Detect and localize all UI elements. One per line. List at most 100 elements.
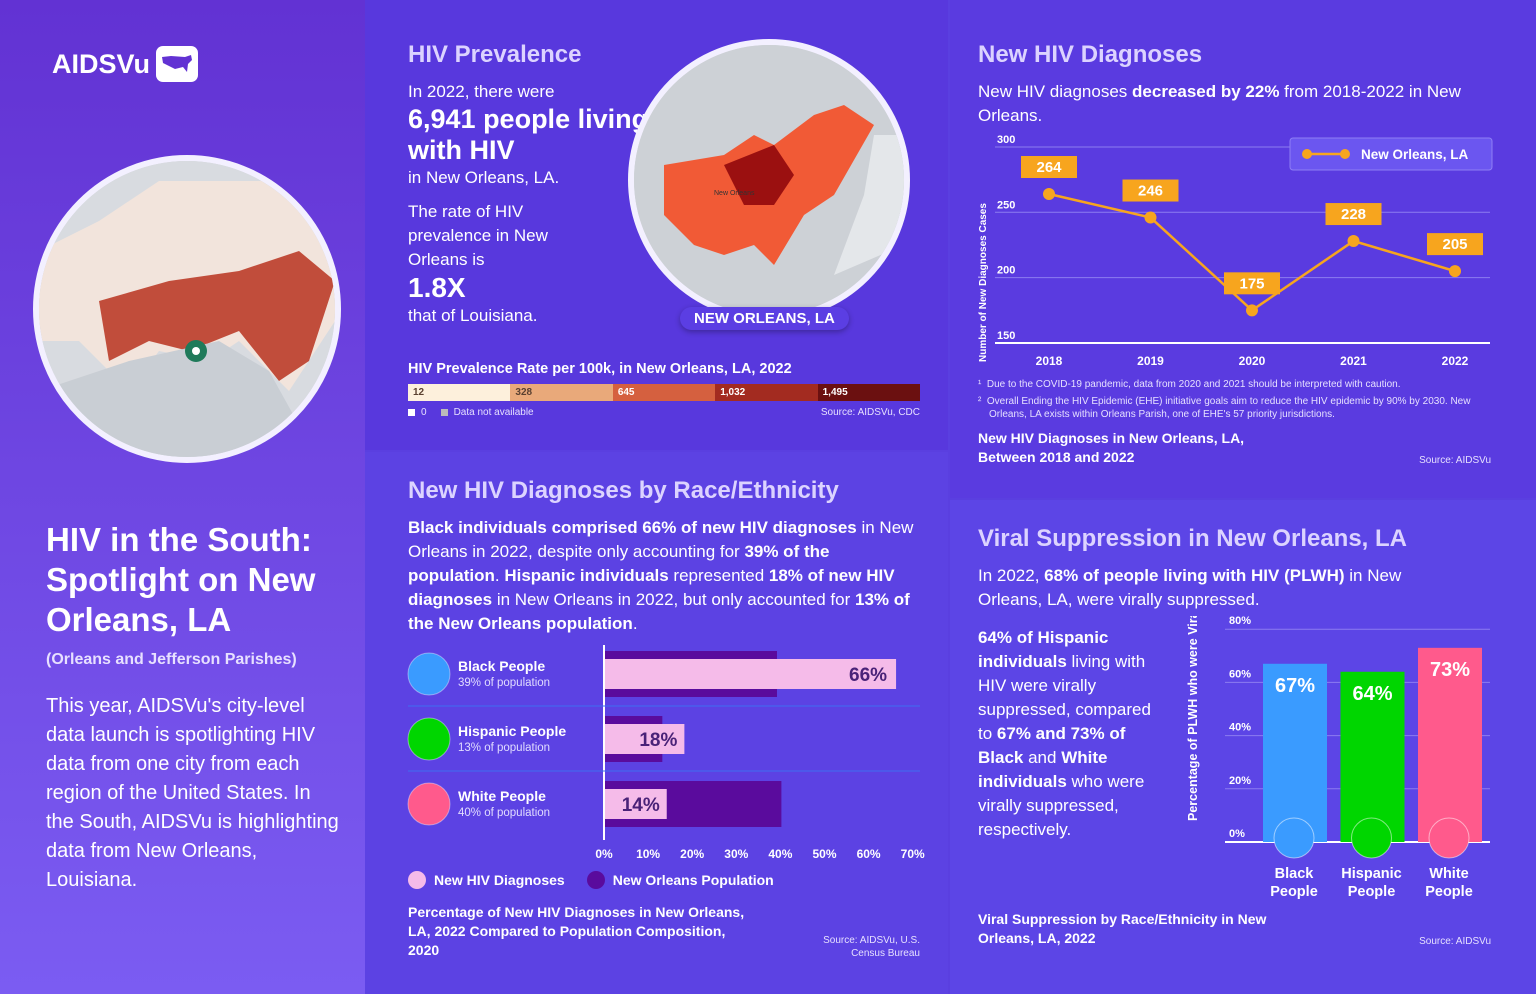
people-avatar-icon <box>1273 817 1315 859</box>
x-tick-label: 70% <box>901 847 925 861</box>
people-avatar-icon <box>407 717 451 761</box>
legend-bin: 12 <box>408 384 511 401</box>
category-label: People <box>1348 884 1396 900</box>
x-tick-label: 60% <box>857 847 881 861</box>
rate-after: that of Louisiana. <box>408 306 538 325</box>
y-tick-label: 20% <box>1229 775 1251 787</box>
legend-bin: 645 <box>612 384 716 401</box>
y-axis-label: Number of New Diagnoses Cases <box>978 203 989 362</box>
x-tick-label: 0% <box>595 847 613 861</box>
data-label-box <box>1224 272 1280 295</box>
data-label: 14% <box>622 795 660 816</box>
category-sublabel: 39% of population <box>458 677 550 689</box>
viral-intro-pre: In 2022, <box>978 566 1045 585</box>
category-label: Black People <box>458 658 545 674</box>
diag-text-post: from 2018-2022 in New Orleans. <box>978 82 1461 125</box>
people-avatar-icon <box>1351 817 1392 859</box>
legend-label: New Orleans, LA <box>1361 147 1469 162</box>
data-label: 205 <box>1442 236 1467 253</box>
pop-legend-label: New Orleans Population <box>612 872 774 888</box>
viral-panel: Viral Suppression in New Orleans, LA In … <box>950 500 1536 994</box>
people-avatar-icon <box>407 652 451 696</box>
data-point <box>1043 188 1055 201</box>
text-run: Hispanic individuals <box>504 566 669 585</box>
logo-text: AIDSVu <box>52 48 151 79</box>
legend-bin: 1,495 <box>817 384 921 401</box>
text-run: 67% and 73% of Black <box>978 724 1126 767</box>
text-run: Black individuals comprised 66% of new H… <box>408 518 857 537</box>
intro-text: This year, AIDSVu's city-level data laun… <box>46 695 339 891</box>
data-label: 175 <box>1239 275 1264 292</box>
na-label: Data not available <box>453 407 534 418</box>
y-tick-label: 300 <box>997 134 1015 146</box>
text-run: in New Orleans in 2022, despite only acc… <box>408 518 914 561</box>
text-run: 64% of Hispanic individuals <box>978 628 1109 671</box>
legend-marker <box>1340 149 1350 159</box>
y-tick-label: 80% <box>1229 616 1251 627</box>
x-tick-label: 2021 <box>1340 354 1367 368</box>
map-label: NEW ORLEANS, LA <box>680 307 849 330</box>
prevalence-line2: in New Orleans, LA. <box>408 168 560 187</box>
rate-text: The rate of HIV prevalence in New Orlean… <box>408 202 548 269</box>
category-label: Hispanic People <box>458 723 566 739</box>
diag-text-bold: decreased by 22% <box>1132 82 1280 101</box>
data-point <box>1347 235 1360 248</box>
data-label: 18% <box>639 730 677 751</box>
x-tick-label: 2020 <box>1239 354 1266 368</box>
legend-box <box>1289 137 1493 171</box>
prevalence-line1: In 2022, there were <box>408 82 555 101</box>
x-tick-label: 20% <box>680 847 704 861</box>
data-label: 228 <box>1341 206 1366 223</box>
data-label: 264 <box>1036 159 1062 176</box>
data-point <box>1449 265 1461 278</box>
viral-side-text: 64% of Hispanic individuals living with … <box>978 626 1168 842</box>
data-label: 246 <box>1138 183 1163 200</box>
y-tick-label: 0% <box>1229 828 1245 840</box>
na-swatch <box>440 409 448 416</box>
category-label: People <box>1270 884 1318 900</box>
page-title: HIV in the South: Spotlight on New Orlea… <box>46 521 316 638</box>
diagnoses-bar <box>605 789 667 819</box>
bar <box>1263 663 1327 842</box>
footnote-1: Due to the COVID-19 pandemic, data from … <box>986 379 1401 390</box>
text-run: . <box>494 566 505 585</box>
south-map <box>33 155 341 463</box>
race-title: New HIV Diagnoses by Race/Ethnicity <box>408 477 839 504</box>
diagnoses-source: Source: AIDSVu <box>1419 455 1491 466</box>
page-subtitle: (Orleans and Jefferson Parishes) <box>46 651 297 668</box>
footnote-2: Overall Ending the HIV Epidemic (EHE) in… <box>986 396 1471 420</box>
line-chart: 150 200 250 300 Number of New Diagnoses Case… <box>978 134 1493 368</box>
category-label: People <box>1425 884 1473 900</box>
x-tick-label: 50% <box>812 847 836 861</box>
category-sublabel: 13% of population <box>458 742 550 754</box>
diagnoses-caption: New HIV Diagnoses in New Orleans, LA, Be… <box>978 430 1245 465</box>
zero-swatch <box>408 409 415 416</box>
people-avatar-icon <box>1428 817 1470 859</box>
text-run: in New Orleans in 2022, but only account… <box>492 590 855 609</box>
data-label: 64% <box>1352 683 1392 705</box>
diag-legend-swatch <box>408 871 426 889</box>
text-run: represented <box>668 566 769 585</box>
text-run: White individuals <box>978 748 1108 791</box>
y-axis-label: Percentage of PLWH who were Virally Supp… <box>1186 616 1200 821</box>
x-tick-label: 30% <box>724 847 748 861</box>
x-tick-label: 2018 <box>1036 354 1063 368</box>
y-tick-label: 250 <box>997 199 1015 211</box>
bar <box>1340 671 1405 842</box>
data-label: 67% <box>1275 675 1315 697</box>
race-caption: Percentage of New HIV Diagnoses in New O… <box>408 904 745 958</box>
viral-chart: 0% 20% 40% 60% 80% Percentage of PLWH who wer… <box>1186 616 1490 900</box>
viral-source: Source: AIDSVu <box>1419 936 1491 947</box>
category-label: Hispanic <box>1341 866 1401 882</box>
data-label: 66% <box>849 665 887 686</box>
text-run: 18% of new HIV diagnoses <box>408 566 895 609</box>
x-tick-label: 2022 <box>1442 354 1469 368</box>
viral-intro-bold: 68% of people living with HIV (PLWH) <box>1044 566 1345 585</box>
city-label: New Orleans <box>714 190 755 197</box>
legend-bin: 1,032 <box>715 384 818 401</box>
text-run: 13% of the New Orleans population <box>408 590 910 633</box>
legend-marker <box>1302 149 1312 159</box>
text-run: who were virally suppressed, respectivel… <box>978 772 1145 839</box>
data-label-box <box>1122 179 1179 202</box>
race-panel: New HIV Diagnoses by Race/Ethnicity Blac… <box>365 452 948 994</box>
